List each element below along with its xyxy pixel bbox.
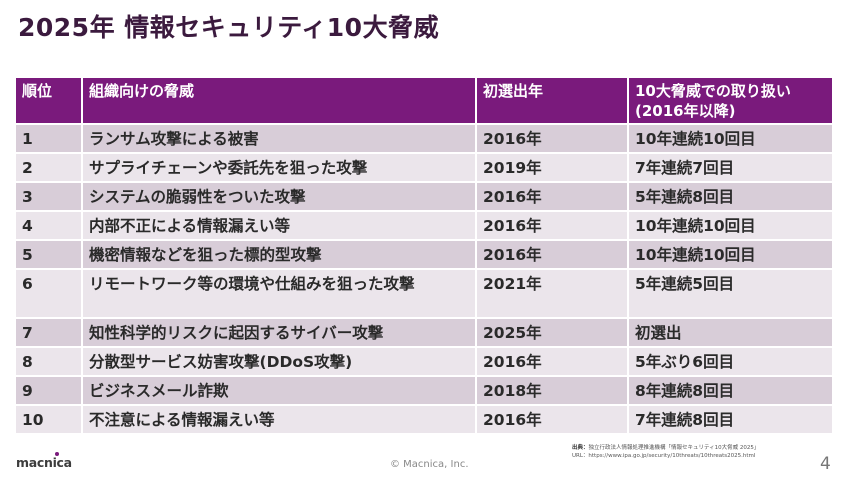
- threat-cell: サプライチェーンや委託先を狙った攻撃: [83, 154, 477, 183]
- header-threat: 組織向けの脅威: [83, 78, 477, 125]
- table-row: 4 内部不正による情報漏えい等 2016年 10年連続10回目: [16, 212, 832, 241]
- table-row: 7 知性科学的リスクに起因するサイバー攻撃 2025年 初選出: [16, 319, 832, 348]
- first-year-cell: 2021年: [477, 270, 629, 319]
- company-logo: MACNICA: [16, 455, 72, 470]
- header-handling-line2: (2016年以降): [635, 102, 736, 120]
- rank-cell: 7: [16, 319, 83, 348]
- header-rank: 順位: [16, 78, 83, 125]
- first-year-cell: 2025年: [477, 319, 629, 348]
- rank-cell: 6: [16, 270, 83, 319]
- table-row: 9 ビジネスメール詐欺 2018年 8年連続8回目: [16, 377, 832, 406]
- rank-cell: 3: [16, 183, 83, 212]
- threat-cell: ビジネスメール詐欺: [83, 377, 477, 406]
- first-year-cell: 2016年: [477, 183, 629, 212]
- handling-cell: 10年連続10回目: [629, 212, 832, 241]
- page-number: 4: [820, 454, 831, 474]
- handling-cell: 7年連続8回目: [629, 406, 832, 435]
- first-year-cell: 2016年: [477, 406, 629, 435]
- first-year-cell: 2016年: [477, 212, 629, 241]
- rank-cell: 4: [16, 212, 83, 241]
- threat-cell: 知性科学的リスクに起因するサイバー攻撃: [83, 319, 477, 348]
- threat-cell: 内部不正による情報漏えい等: [83, 212, 477, 241]
- handling-cell: 10年連続10回目: [629, 125, 832, 154]
- threat-cell: 不注意による情報漏えい等: [83, 406, 477, 435]
- threat-cell: 機密情報などを狙った標的型攻撃: [83, 241, 477, 270]
- rank-cell: 1: [16, 125, 83, 154]
- source-url[interactable]: URL：https://www.ipa.go.jp/security/10thr…: [572, 453, 756, 459]
- table-row: 1 ランサム攻撃による被害 2016年 10年連続10回目: [16, 125, 832, 154]
- header-handling-line1: 10大脅威での取り扱い: [635, 82, 791, 100]
- rank-cell: 5: [16, 241, 83, 270]
- first-year-cell: 2016年: [477, 125, 629, 154]
- table-row: 8 分散型サービス妨害攻撃(DDoS攻撃) 2016年 5年ぶり6回目: [16, 348, 832, 377]
- handling-cell: 5年ぶり6回目: [629, 348, 832, 377]
- source-label: 出典：: [572, 445, 589, 451]
- slide-title: 2025年 情報セキュリティ10大脅威: [18, 13, 440, 42]
- first-year-cell: 2016年: [477, 348, 629, 377]
- table-row: 5 機密情報などを狙った標的型攻撃 2016年 10年連続10回目: [16, 241, 832, 270]
- table-row: 3 システムの脆弱性をついた攻撃 2016年 5年連続8回目: [16, 183, 832, 212]
- table-row: 2 サプライチェーンや委託先を狙った攻撃 2019年 7年連続7回目: [16, 154, 832, 183]
- threat-cell: 分散型サービス妨害攻撃(DDoS攻撃): [83, 348, 477, 377]
- threat-cell: ランサム攻撃による被害: [83, 125, 477, 154]
- rank-cell: 2: [16, 154, 83, 183]
- logo-dot-icon: [55, 452, 59, 456]
- handling-cell: 10年連続10回目: [629, 241, 832, 270]
- header-first-year: 初選出年: [477, 78, 629, 125]
- handling-cell: 初選出: [629, 319, 832, 348]
- table-row: 6 リモートワーク等の環境や仕組みを狙った攻撃 2021年 5年連続5回目: [16, 270, 832, 319]
- handling-cell: 8年連続8回目: [629, 377, 832, 406]
- rank-cell: 9: [16, 377, 83, 406]
- threat-cell: リモートワーク等の環境や仕組みを狙った攻撃: [83, 270, 477, 319]
- source-text: 独立行政法人情報処理推進機構「情報セキュリティ10大脅威 2025」: [588, 445, 760, 451]
- table-header-row: 順位 組織向けの脅威 初選出年 10大脅威での取り扱い (2016年以降): [16, 78, 832, 125]
- rank-cell: 10: [16, 406, 83, 435]
- rank-cell: 8: [16, 348, 83, 377]
- handling-cell: 5年連続8回目: [629, 183, 832, 212]
- first-year-cell: 2018年: [477, 377, 629, 406]
- threat-cell: システムの脆弱性をついた攻撃: [83, 183, 477, 212]
- source-citation: 出典：独立行政法人情報処理推進機構「情報セキュリティ10大脅威 2025」 UR…: [572, 444, 759, 460]
- table-row: 10 不注意による情報漏えい等 2016年 7年連続8回目: [16, 406, 832, 435]
- handling-cell: 5年連続5回目: [629, 270, 832, 319]
- handling-cell: 7年連続7回目: [629, 154, 832, 183]
- header-handling: 10大脅威での取り扱い (2016年以降): [629, 78, 832, 125]
- copyright-text: © Macnica, Inc.: [390, 459, 469, 470]
- threats-table: 順位 組織向けの脅威 初選出年 10大脅威での取り扱い (2016年以降) 1 …: [16, 78, 832, 435]
- first-year-cell: 2019年: [477, 154, 629, 183]
- first-year-cell: 2016年: [477, 241, 629, 270]
